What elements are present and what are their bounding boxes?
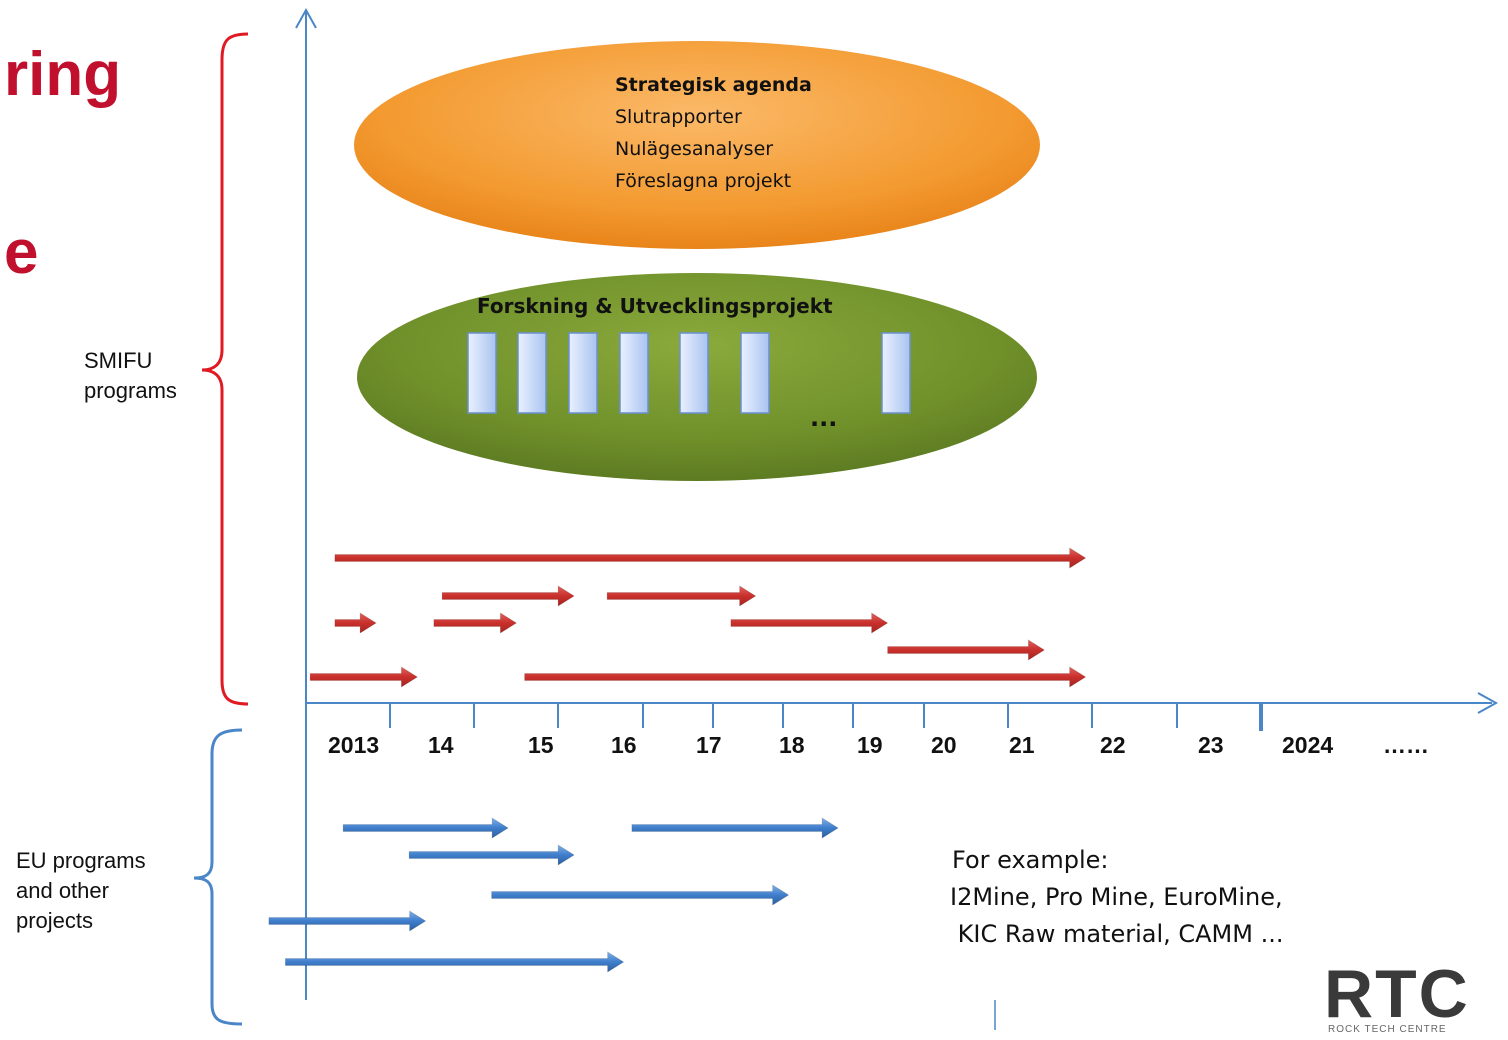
axis-ticks bbox=[389, 704, 1263, 731]
year-label: 20 bbox=[931, 732, 957, 758]
smifu-arrows bbox=[309, 547, 1087, 688]
strategic-line-2: Nulägesanalyser bbox=[615, 138, 774, 160]
year-label: 22 bbox=[1100, 732, 1126, 758]
eu-arrow bbox=[342, 817, 509, 839]
vertical-axis bbox=[295, 7, 317, 1000]
smifu-arrow bbox=[334, 547, 1087, 569]
year-label: 2024 bbox=[1282, 732, 1334, 758]
project-boxes bbox=[467, 332, 911, 414]
eu-label: EU programs and other projects bbox=[16, 848, 146, 933]
smifu-arrow bbox=[309, 666, 419, 688]
smifu-arrow bbox=[524, 666, 1087, 688]
horizontal-axis bbox=[306, 692, 1499, 714]
smifu-arrow bbox=[606, 585, 757, 607]
eu-arrows bbox=[268, 817, 839, 973]
eu-arrow bbox=[631, 817, 839, 839]
strategic-agenda-ellipse bbox=[354, 41, 1040, 249]
research-ellipsis: ... bbox=[810, 404, 838, 432]
strategic-line-3: Föreslagna projekt bbox=[615, 170, 792, 192]
example-line-1: For example: bbox=[952, 846, 1109, 874]
smifu-bracket bbox=[201, 32, 249, 706]
example-line-2: I2Mine, Pro Mine, EuroMine, bbox=[950, 883, 1283, 911]
year-label: 21 bbox=[1009, 732, 1035, 758]
smifu-arrow bbox=[433, 612, 518, 634]
eu-arrow bbox=[268, 910, 427, 932]
smifu-arrow bbox=[334, 612, 377, 634]
smifu-label: SMIFU programs bbox=[84, 348, 177, 403]
project-box bbox=[679, 332, 709, 414]
research-heading: Forskning & Utvecklingsprojekt bbox=[477, 294, 833, 318]
year-label: 19 bbox=[857, 732, 883, 758]
project-box bbox=[740, 332, 770, 414]
title-fragment-2: e bbox=[4, 218, 39, 287]
year-label: 14 bbox=[428, 732, 454, 758]
eu-arrow bbox=[408, 844, 575, 866]
title-fragment-1: ring bbox=[4, 40, 122, 109]
eu-bracket bbox=[193, 728, 243, 1026]
smifu-arrow bbox=[730, 612, 889, 634]
year-label: 16 bbox=[611, 732, 637, 758]
eu-arrow bbox=[284, 951, 625, 973]
year-label: 23 bbox=[1198, 732, 1224, 758]
year-label: 18 bbox=[779, 732, 805, 758]
project-box bbox=[568, 332, 598, 414]
logo-text: RTC bbox=[1324, 956, 1470, 1032]
strategic-agenda-heading: Strategisk agenda bbox=[615, 74, 812, 96]
project-box bbox=[619, 332, 649, 414]
year-label: 17 bbox=[696, 732, 722, 758]
project-box bbox=[467, 332, 497, 414]
strategic-line-1: Slutrapporter bbox=[615, 106, 742, 128]
project-box bbox=[517, 332, 547, 414]
smifu-arrow bbox=[887, 639, 1046, 661]
year-label: 2013 bbox=[328, 732, 380, 758]
eu-arrow bbox=[491, 884, 790, 906]
rtc-logo: RTC ROCK TECH CENTRE bbox=[1324, 960, 1508, 1040]
smifu-arrow bbox=[441, 585, 575, 607]
example-line-3: KIC Raw material, CAMM ... bbox=[950, 920, 1284, 948]
year-label: 15 bbox=[528, 732, 554, 758]
year-label: …… bbox=[1383, 732, 1429, 758]
project-box bbox=[881, 332, 911, 414]
